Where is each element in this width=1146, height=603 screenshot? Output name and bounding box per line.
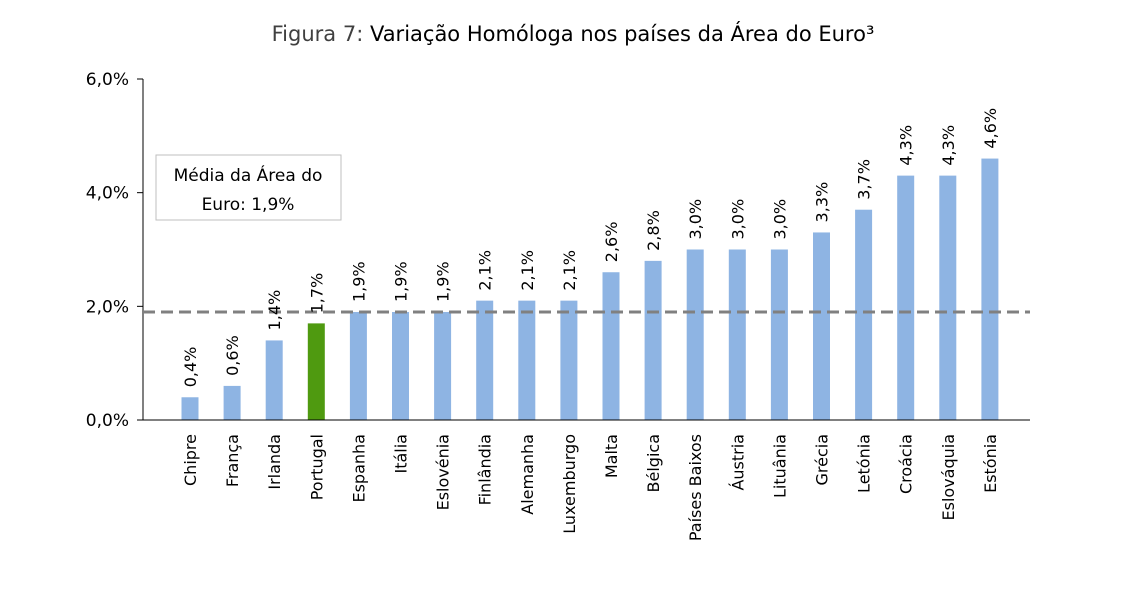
category-label-14: Lituânia [770,434,789,498]
bars [181,158,999,421]
category-label-4: Espanha [349,434,368,503]
category-label-9: Luxemburgo [560,434,579,534]
bar-2 [265,340,283,420]
data-label-1: 0,6% [223,335,242,376]
data-label-17: 4,3% [897,125,916,166]
category-labels: Chipre França Irlanda Portugal Espanha Itália… [181,434,1000,541]
category-label-16: Letónia [855,434,874,493]
y-tick-label: 0,0% [86,411,129,431]
data-label-0: 0,4% [181,347,200,388]
category-label-17: Croácia [897,434,916,494]
data-label-16: 3,7% [855,159,874,200]
y-tick-label: 2,0% [86,297,129,317]
bar-6 [434,312,452,420]
bar-11 [644,260,662,420]
bar-1 [223,385,241,420]
bar-16 [855,209,873,420]
bar-0 [181,397,199,420]
data-label-8: 2,1% [518,250,537,291]
y-tick-label: 4,0% [86,184,129,204]
category-label-6: Eslovénia [434,434,453,510]
data-label-19: 4,6% [981,108,1000,149]
data-label-6: 1,9% [434,261,453,302]
bar-17 [897,175,915,420]
category-label-12: Países Baixos [686,434,705,541]
data-label-5: 1,9% [392,261,411,302]
y-axis: 0,0% 2,0% 4,0% 6,0% [86,70,143,431]
category-label-2: Irlanda [265,434,284,490]
data-label-11: 2,8% [644,210,663,251]
bar-4 [349,312,367,420]
data-label-2: 1,4% [265,290,284,331]
bar-19 [981,158,999,421]
data-label-9: 2,1% [560,250,579,291]
data-label-3: 1,7% [307,273,326,314]
bar-8 [518,300,536,420]
data-label-10: 2,6% [602,222,621,263]
figure-number: Figura 7: [271,22,364,46]
average-legend-box: Média da Área do Euro: 1,9% [155,154,342,221]
data-label-13: 3,0% [728,199,747,240]
bar-10 [602,272,620,420]
category-label-18: Eslováquia [939,434,958,521]
category-label-13: Áustria [728,434,747,491]
category-label-3: Portugal [307,434,326,500]
category-label-11: Bélgica [644,434,663,492]
y-tick-label: 6,0% [86,70,129,90]
data-label-18: 4,3% [939,125,958,166]
category-label-5: Itália [392,434,411,474]
data-label-7: 2,1% [476,250,495,291]
category-label-7: Finlândia [476,434,495,505]
bar-7 [476,300,494,420]
category-label-1: França [223,434,242,487]
data-labels: 0,4% 0,6% 1,4% 1,7% 1,9% 1,9% 1,9% 2,1% 2,1% 2,1%… [181,108,1000,387]
bar-3 [307,323,325,420]
data-label-4: 1,9% [349,261,368,302]
chart-title: Figura 7: Variação Homóloga nos países d… [0,22,1146,46]
bar-13 [728,249,746,420]
bar-18 [939,175,957,420]
bar-5 [392,312,409,420]
data-label-15: 3,3% [813,182,832,223]
category-label-19: Estónia [981,434,1000,493]
average-legend-line2: Euro: 1,9% [202,195,295,215]
axes [142,79,1030,421]
bar-15 [813,232,830,420]
data-label-14: 3,0% [770,199,789,240]
bar-14 [770,249,788,420]
category-label-10: Malta [602,434,621,478]
data-label-12: 3,0% [686,199,705,240]
category-label-15: Grécia [813,434,832,486]
bar-12 [686,249,704,420]
category-label-0: Chipre [181,434,200,486]
bar-9 [560,300,578,420]
category-label-8: Alemanha [518,434,537,515]
average-legend-line1: Média da Área do [174,164,323,186]
chart-title-text: Variação Homóloga nos países da Área do … [369,22,875,46]
